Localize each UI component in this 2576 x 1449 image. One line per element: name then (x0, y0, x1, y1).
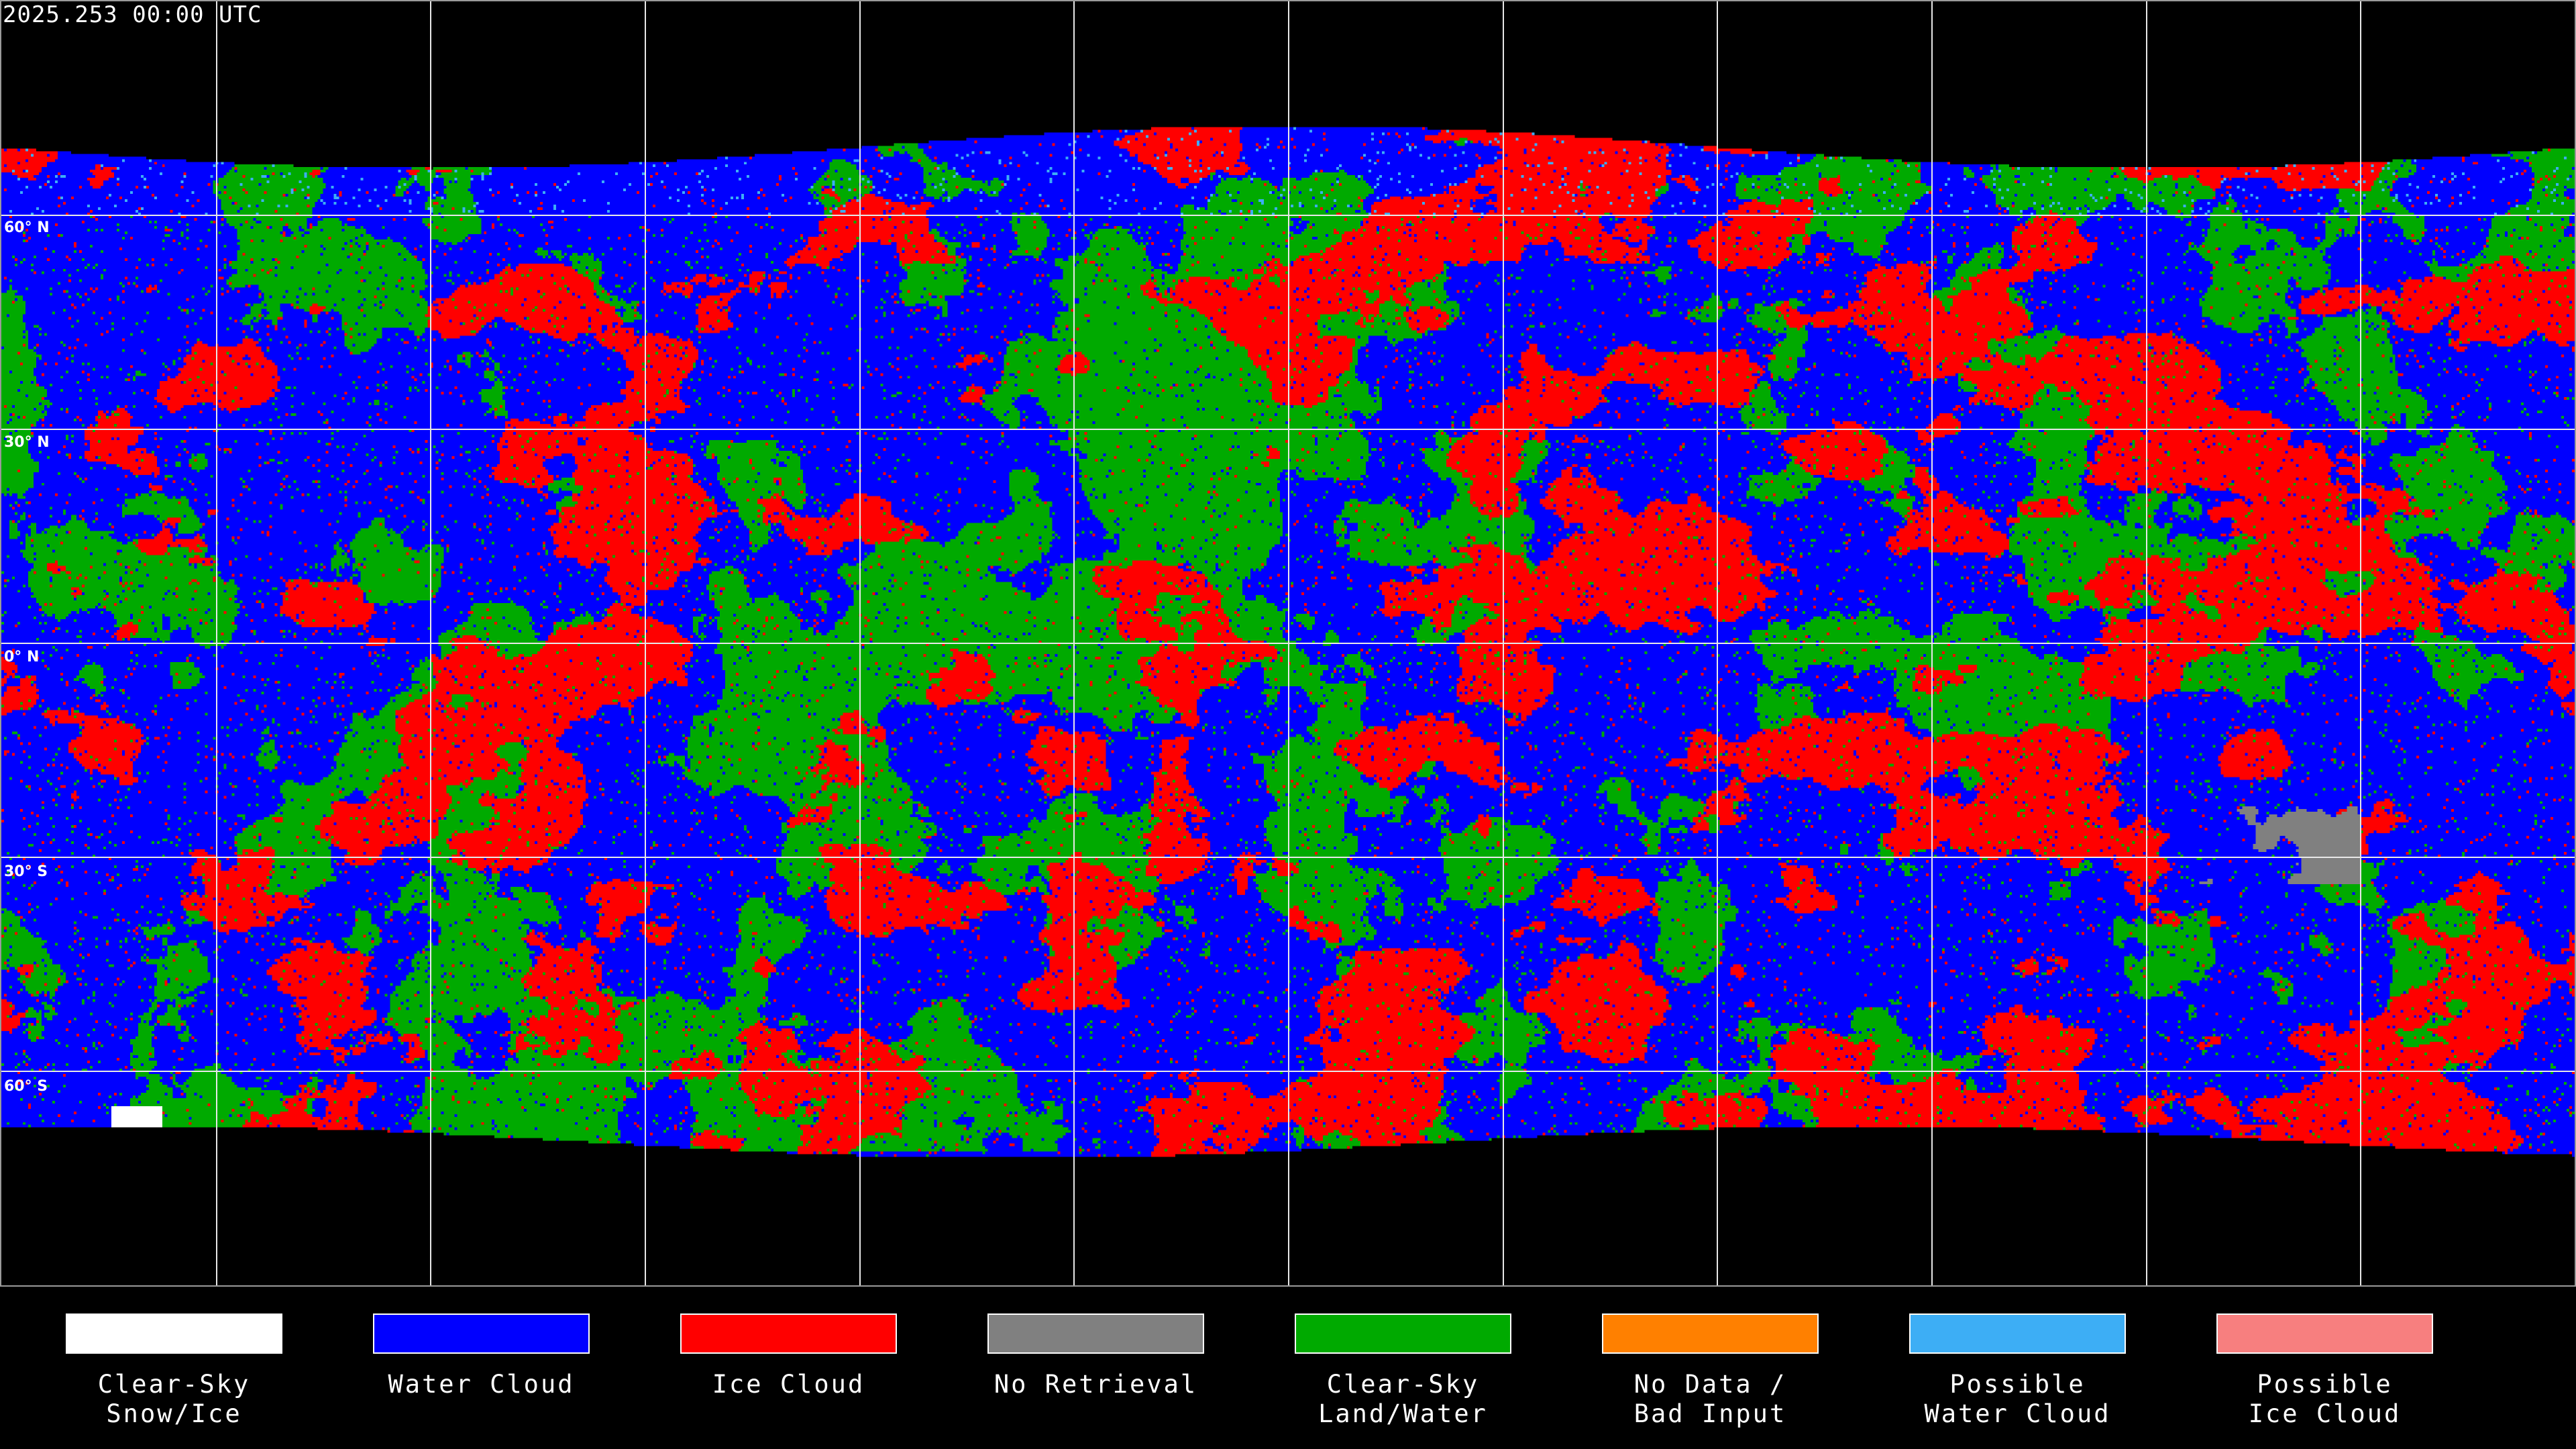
lat-label-60n: 60° N (4, 219, 50, 236)
legend-label: Water Cloud (388, 1370, 575, 1399)
legend-label: Possible Water Cloud (1924, 1370, 2111, 1428)
legend-swatch (987, 1313, 1204, 1354)
legend-swatch (1909, 1313, 2126, 1354)
legend-label: Clear-Sky Snow/Ice (97, 1370, 251, 1428)
legend-item-no-retrieval: No Retrieval (987, 1313, 1204, 1399)
legend-label: Ice Cloud (712, 1370, 865, 1399)
legend-swatch (2216, 1313, 2433, 1354)
legend-label: No Retrieval (994, 1370, 1198, 1399)
legend-label: No Data / Bad Input (1633, 1370, 1787, 1428)
legend-swatch (1295, 1313, 1511, 1354)
legend-item-water-cloud: Water Cloud (373, 1313, 590, 1399)
legend-label: Possible Ice Cloud (2248, 1370, 2402, 1428)
legend-item-no-data: No Data / Bad Input (1602, 1313, 1819, 1429)
legend-item-clear-sky-snow-ice: Clear-Sky Snow/Ice (66, 1313, 282, 1429)
legend-item-possible-ice-cloud: Possible Ice Cloud (2216, 1313, 2433, 1429)
latitude-gridline (1, 1071, 2575, 1072)
legend-swatch (66, 1313, 282, 1354)
legend-swatch (680, 1313, 897, 1354)
cloud-phase-map: 60° N 30° N 0° N 30° S 60° S (0, 0, 2576, 1287)
lat-label-equator: 0° N (4, 649, 40, 665)
legend-label: Clear-Sky Land/Water (1318, 1370, 1488, 1428)
latitude-gridline (1, 857, 2575, 858)
legend-item-ice-cloud: Ice Cloud (680, 1313, 897, 1399)
timestamp-title: 2025.253 00:00 UTC (3, 1, 262, 28)
legend-item-possible-water-cloud: Possible Water Cloud (1909, 1313, 2126, 1429)
legend-swatch (373, 1313, 590, 1354)
lat-label-30s: 30° S (4, 863, 48, 880)
lat-label-60s: 60° S (4, 1078, 48, 1095)
latitude-gridline (1, 215, 2575, 216)
latitude-gridline (1, 643, 2575, 644)
legend-swatch (1602, 1313, 1819, 1354)
latitude-gridline (1, 429, 2575, 430)
lat-label-30n: 30° N (4, 434, 50, 451)
legend-item-clear-sky-land-water: Clear-Sky Land/Water (1295, 1313, 1511, 1429)
